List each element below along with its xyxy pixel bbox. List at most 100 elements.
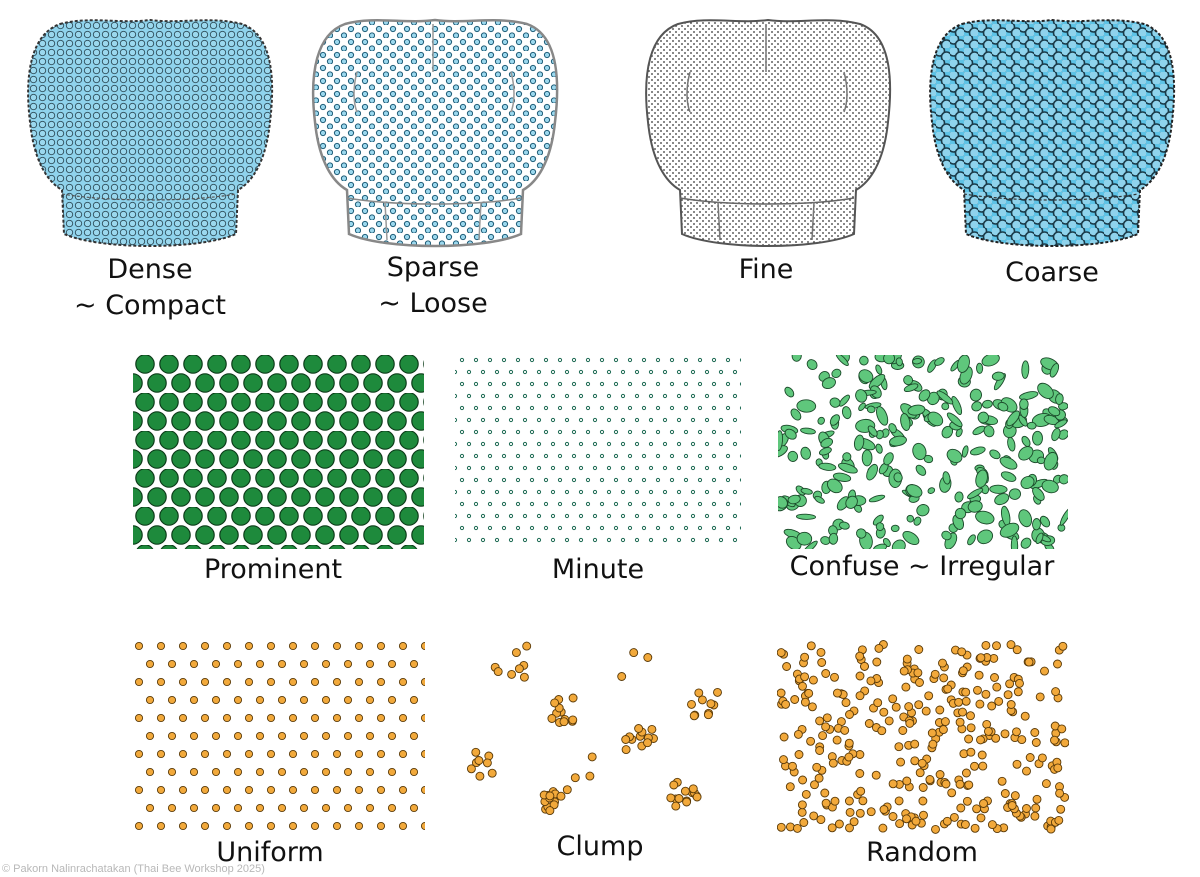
random-dot [1022,766,1031,776]
clump-dot [570,773,580,783]
random-dot [788,761,797,771]
irregular-blob [826,478,843,494]
clump-dot [671,801,681,811]
random-dot [966,747,976,757]
irregular-blob [1018,446,1034,461]
irregular-blob [1058,474,1068,485]
random-dot [1006,640,1016,650]
random-dot [1005,679,1015,689]
random-dot [790,695,800,704]
irregular-blob [942,471,951,485]
coarse-label-line1: Coarse [1005,257,1099,288]
random-dot [794,750,804,759]
prominent-panel [133,355,424,549]
random-dot [994,696,1004,706]
minute-panel [455,355,741,549]
irregular-blob [868,374,886,390]
random-dot [806,736,816,746]
random-dot [891,702,901,712]
irregular-blob [936,390,954,405]
random-dot [1012,727,1021,737]
random-dot [1012,759,1022,769]
random-dot [921,706,931,716]
random-dot [918,796,928,806]
random-dot [955,779,965,789]
random-dot [949,812,959,822]
random-dot [972,804,982,814]
clump-dot [666,793,676,803]
irregular-blob [954,507,967,520]
irregular-blob [969,446,986,456]
random-dot [1041,779,1051,789]
random-dot [1000,729,1010,739]
fine-label: Fine [656,252,876,288]
clump-dot [688,784,698,794]
random-dot [820,788,830,798]
irregular-label: Confuse ~ Irregular [789,551,1055,582]
random-dot [1053,659,1062,669]
irregular-blob [784,386,795,398]
irregular-blob [981,399,993,409]
random-dot [801,789,811,799]
irregular-blob [903,375,913,386]
irregular-blob [983,425,995,438]
clump-dot [634,724,644,733]
random-dot [807,702,817,712]
clump-dot [487,768,497,778]
irregular-blob [859,355,869,366]
random-dot [938,725,948,735]
random-dot [782,662,792,671]
irregular-blob [838,462,858,474]
random-dot [1030,811,1040,821]
irregular-blob [853,434,865,451]
random-dot [935,770,945,779]
irregular-blob [821,377,836,390]
random-dot [817,658,827,667]
irregular-blob [902,530,920,546]
irregular-blob [1055,393,1064,405]
irregular-blob [1010,535,1019,549]
random-dot [902,814,911,824]
random-dot [888,812,898,821]
irregular-blob [787,450,799,462]
random-dot [954,697,964,707]
irregular-blob [915,464,927,476]
irregular-blob [1058,429,1068,440]
random-dot [976,735,985,745]
clump-dot [519,672,529,682]
irregular-blob [829,414,840,426]
random-dot [956,803,966,813]
random-dot [779,732,789,742]
random-dot [958,707,967,717]
random-dot [928,739,938,749]
irregular-blob [868,494,886,503]
irregular-blob [912,358,923,365]
irregular-blob [1018,414,1028,427]
random-dot [977,750,987,760]
random-dot [798,775,808,785]
random-dot [1031,803,1041,813]
irregular-blob [1049,363,1060,378]
random-panel [777,640,1069,834]
irregular-blob [967,500,983,513]
irregular-blob [796,399,817,413]
random-dot [942,816,952,826]
random-dot [855,651,865,661]
random-dot [955,717,965,727]
random-dot [910,739,920,749]
clump-dot [680,786,690,796]
irregular-blob [916,504,930,517]
random-dot [975,699,985,709]
random-dot [785,782,795,792]
random-dot [845,823,854,833]
irregular-blob [977,411,989,424]
random-dot [1012,645,1022,655]
irregular-blob [994,493,1010,506]
minute-label: Minute [551,554,645,585]
fine-label-line1: Fine [738,254,794,285]
random-dot [970,823,980,833]
irregular-blob [778,430,784,451]
random-dot [915,768,925,778]
irregular-blob [875,443,883,454]
random-dot [1010,791,1020,801]
